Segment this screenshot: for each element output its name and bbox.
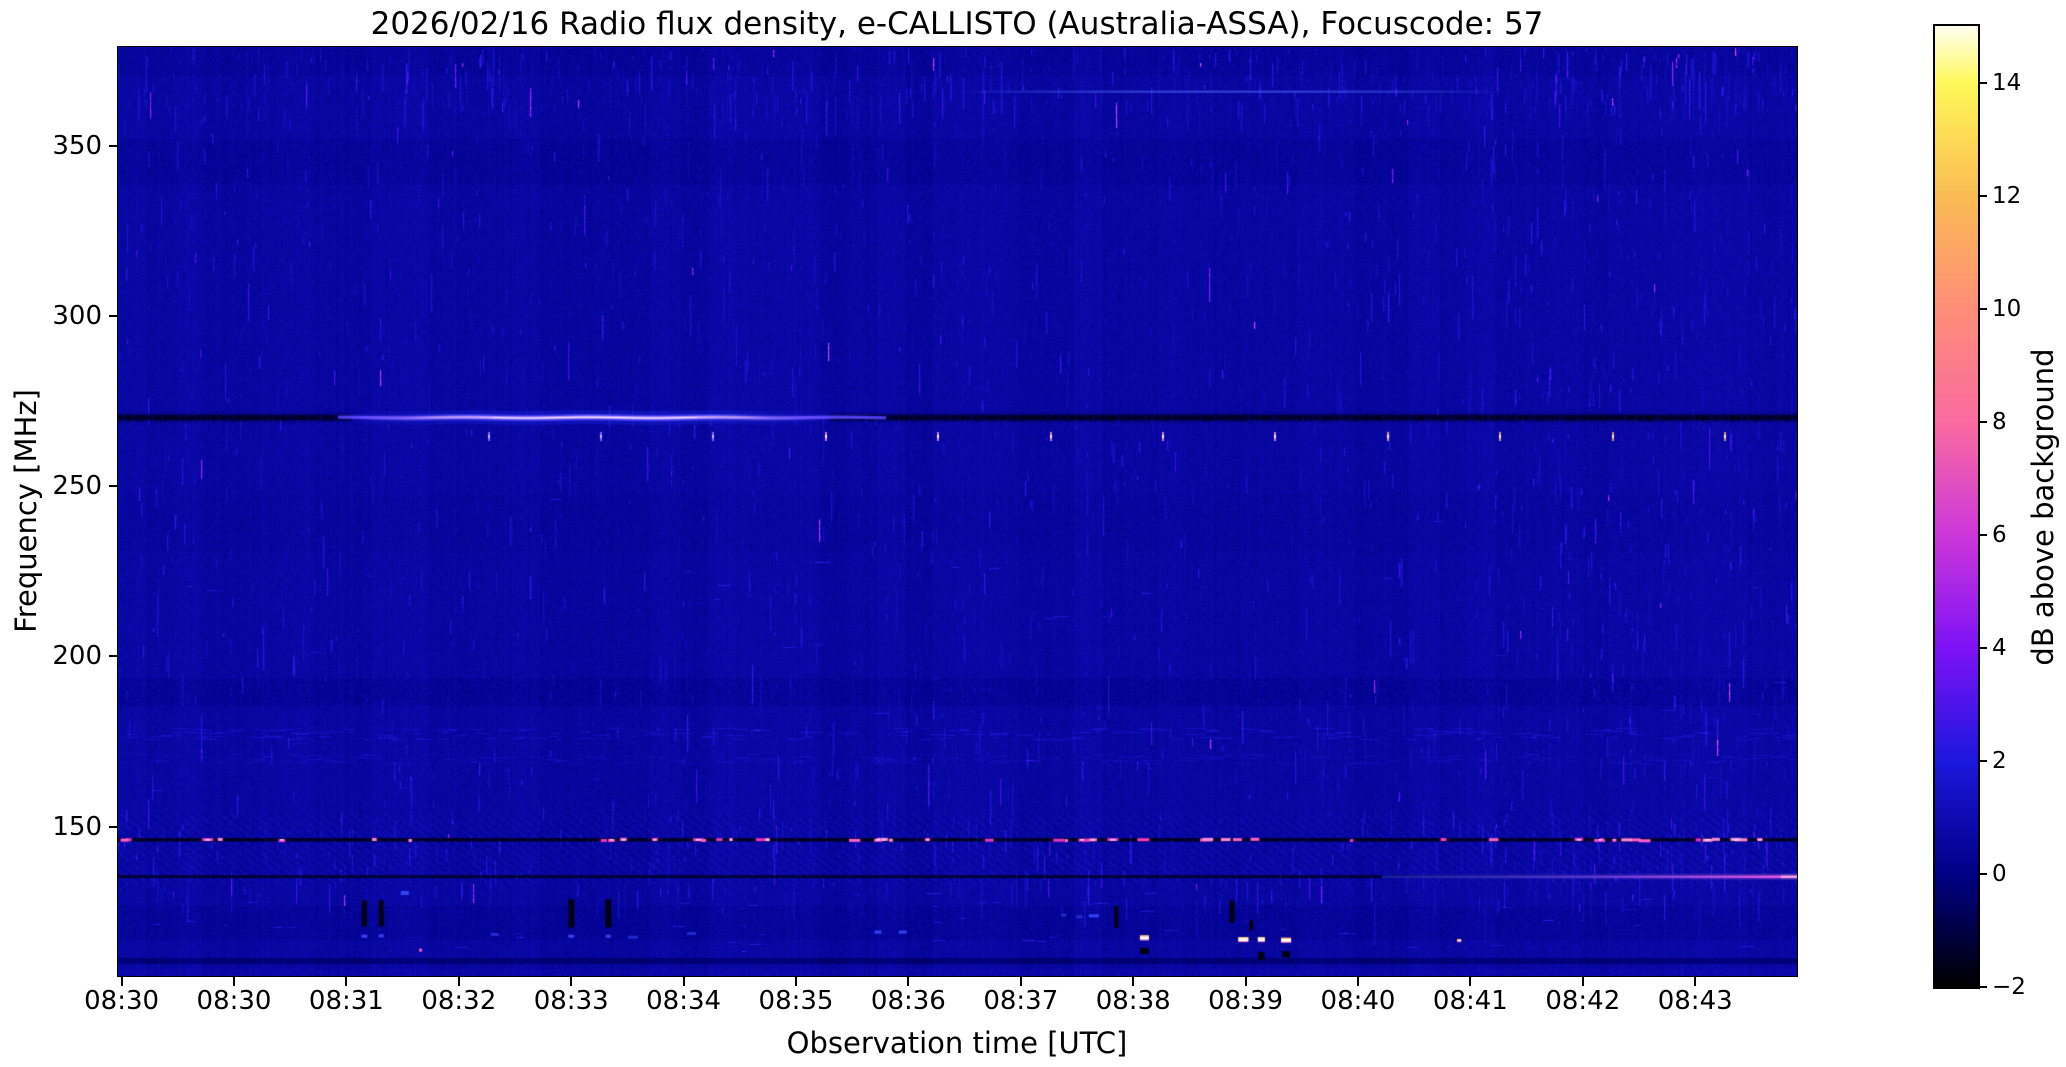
x-tick-mark (233, 977, 235, 986)
y-tick-mark (109, 825, 118, 828)
y-tick-label: 250 (52, 471, 102, 502)
colorbar-tick-mark (1979, 759, 1987, 762)
x-tick-mark (120, 977, 123, 986)
y-tick-label: 200 (52, 641, 102, 672)
x-tick-label: 08:31 (308, 986, 384, 1016)
x-tick-label: 08:41 (1432, 986, 1508, 1016)
y-tick-label: 150 (52, 811, 102, 842)
y-tick-mark (109, 145, 118, 148)
colorbar-tick-mark (1979, 194, 1987, 197)
y-tick-mark (109, 315, 118, 318)
x-tick-mark (1019, 977, 1022, 986)
colorbar-label: dB above background (2026, 348, 2060, 666)
x-tick-label: 08:30 (196, 986, 272, 1016)
x-tick-label: 08:38 (1095, 986, 1171, 1016)
x-tick-label: 08:40 (1320, 986, 1396, 1016)
x-tick-label: 08:32 (421, 986, 497, 1016)
colorbar-gradient (1933, 24, 1980, 989)
x-tick-mark (570, 977, 573, 986)
x-tick-mark (1581, 977, 1584, 986)
plot-frame (117, 46, 1798, 977)
colorbar-tick-mark (1979, 307, 1987, 310)
x-tick-label: 08:42 (1545, 986, 1621, 1016)
colorbar-tick-mark (1979, 533, 1987, 536)
x-tick-mark (795, 977, 797, 986)
y-tick-label: 300 (52, 301, 102, 332)
y-tick-mark (109, 485, 118, 488)
x-tick-mark (345, 977, 348, 986)
x-tick-mark (457, 977, 460, 986)
colorbar-tick-mark (1979, 81, 1987, 84)
colorbar-tick-mark (1979, 420, 1987, 423)
x-tick-mark (907, 977, 910, 986)
x-tick-label: 08:36 (870, 986, 946, 1016)
x-tick-label: 08:37 (983, 986, 1059, 1016)
colorbar-tick-mark (1979, 646, 1987, 649)
x-tick-label: 08:33 (533, 986, 609, 1016)
x-tick-mark (1132, 977, 1135, 986)
y-tick-mark (109, 655, 118, 658)
colorbar-tick-label: 6 (1992, 521, 2007, 548)
colorbar-tick-mark (1979, 872, 1987, 875)
colorbar-tick-label: 4 (1992, 634, 2007, 661)
x-tick-mark (1244, 977, 1247, 986)
x-tick-mark (1694, 977, 1697, 986)
x-tick-label: 08:35 (758, 986, 834, 1016)
x-tick-label: 08:43 (1657, 986, 1733, 1016)
x-tick-label: 08:34 (646, 986, 722, 1016)
colorbar-tick-label: 10 (1992, 295, 2022, 322)
colorbar-tick-label: 2 (1992, 747, 2007, 774)
colorbar-tick-label: 14 (1992, 69, 2022, 96)
colorbar-tick-label: 0 (1992, 860, 2007, 887)
colorbar-tick-label: 12 (1992, 182, 2022, 209)
y-tick-label: 350 (52, 131, 102, 162)
y-axis-label: Frequency [MHz] (9, 389, 43, 633)
x-tick-mark (1469, 977, 1472, 986)
x-tick-label: 08:30 (84, 986, 160, 1016)
x-tick-mark (1357, 977, 1359, 986)
colorbar-tick-label: 8 (1992, 408, 2007, 435)
x-tick-label: 08:39 (1208, 986, 1284, 1016)
colorbar-tick-mark (1979, 986, 1987, 988)
figure-title: 2026/02/16 Radio flux density, e-CALLIST… (370, 6, 1544, 42)
x-axis-label: Observation time [UTC] (786, 1026, 1128, 1060)
spectrogram-canvas (118, 47, 1797, 976)
x-tick-mark (682, 977, 685, 986)
colorbar-tick-label: −2 (1992, 974, 2026, 1000)
